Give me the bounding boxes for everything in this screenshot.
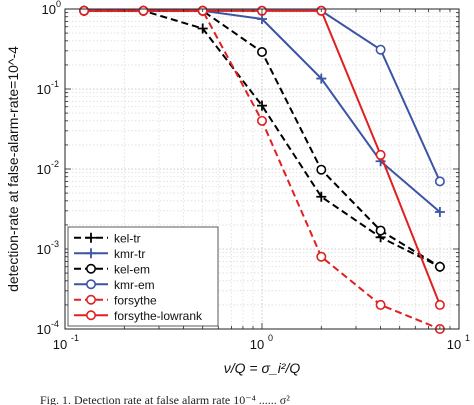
legend-forsythe-lowrank-label: forsythe-lowrank	[114, 309, 203, 323]
tick-labels: 10 -1 10 0 10 110 -410 -310 -210 -110 0	[37, 0, 470, 352]
y-tick-label-exponent: -2	[51, 159, 59, 169]
legend-kmr-tr-point	[86, 248, 96, 259]
y-tick-label-exponent: 0	[56, 0, 61, 9]
y-tick-label: 10	[42, 2, 56, 17]
series-forsythe-lowrank-point	[434, 299, 445, 310]
y-tick-label-exponent: -3	[51, 239, 59, 249]
legend-box	[67, 226, 219, 327]
axes-frame	[64, 8, 460, 330]
legend-kmr-em-point	[86, 279, 97, 290]
y-tick-label: 10	[37, 82, 51, 97]
x-tick-label: 10	[250, 337, 264, 352]
y-axis-label: detection-rate at false-alarm-rate=10^-4	[5, 46, 21, 292]
series-kmr-tr-point	[316, 73, 327, 84]
y-tick-label-exponent: -4	[51, 319, 59, 329]
series-kel-tr-point	[316, 191, 327, 202]
series-forsythe-lowrank-point	[138, 5, 149, 16]
series-kel-em-point	[316, 164, 327, 175]
legend-kel-em-label: kel-em	[114, 262, 150, 276]
series-forsythe-point	[256, 115, 267, 126]
y-tick-label: 10	[37, 322, 51, 337]
legend-forsythe-lowrank-point	[86, 310, 97, 321]
x-axis-label: ν/Q = σ_i²/Q	[224, 360, 301, 376]
series-forsythe-lowrank-point	[375, 149, 386, 160]
series-kel-em-point	[434, 261, 445, 272]
y-tick-label: 10	[37, 242, 51, 257]
legend-kel-tr-label: kel-tr	[114, 231, 141, 245]
series-kel-em-point	[256, 47, 267, 58]
series-forsythe-point	[375, 299, 386, 310]
figure-caption: Fig. 1. Detection rate at false alarm ra…	[40, 393, 290, 405]
series-kel-tr-point	[197, 23, 208, 34]
series-kmr-em-point	[375, 44, 386, 55]
x-tick-label-exponent: 0	[268, 333, 273, 343]
x-tick-label: 10	[53, 337, 67, 352]
series-kel-em-point	[375, 225, 386, 236]
axis-labels: ν/Q = σ_i²/Q detection-rate at false-alar…	[5, 46, 300, 376]
y-tick-label-exponent: -1	[51, 79, 59, 89]
series-kel-tr-point	[257, 100, 267, 111]
x-tick-label-exponent: 1	[465, 333, 470, 343]
series-kmr-em-point	[434, 176, 445, 187]
x-tick-label-exponent: -1	[71, 333, 79, 343]
legend-forsythe-point	[86, 294, 97, 305]
x-tick-label: 10	[447, 337, 461, 352]
legend-kel-tr-point	[86, 232, 96, 243]
series-forsythe-point	[316, 251, 327, 262]
legend-forsythe-label: forsythe	[114, 293, 157, 307]
legend-kel-em-point	[86, 263, 97, 274]
legend-kmr-tr-label: kmr-tr	[114, 247, 145, 261]
legend-kmr-em-label: kmr-em	[114, 278, 155, 292]
series-kmr-tr-point	[434, 207, 445, 218]
y-tick-label: 10	[37, 162, 51, 177]
series-forsythe-lowrank-point	[79, 5, 90, 16]
